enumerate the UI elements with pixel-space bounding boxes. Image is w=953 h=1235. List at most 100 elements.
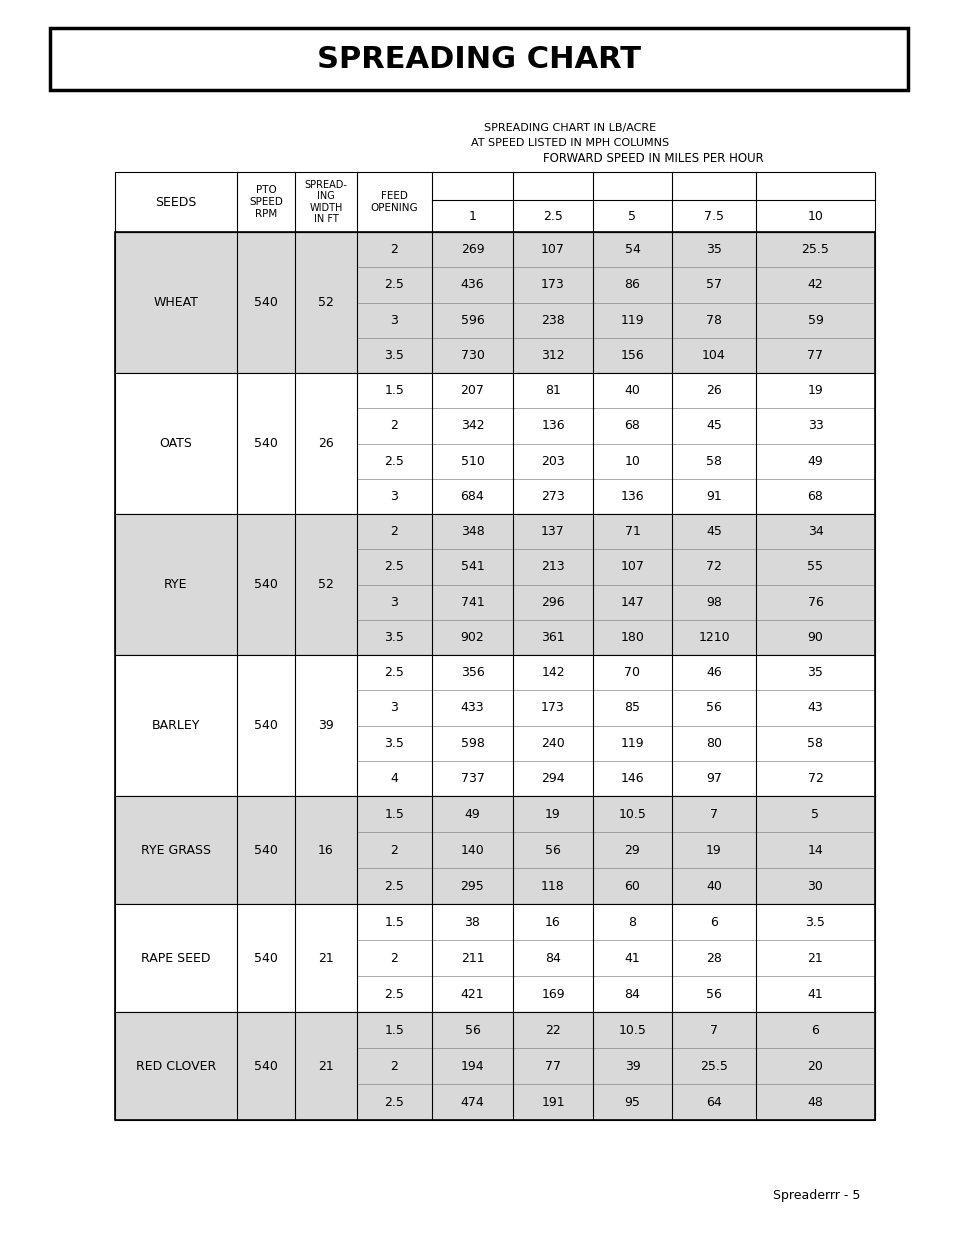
Text: PTO
SPEED
RPM: PTO SPEED RPM	[249, 185, 283, 219]
Text: 1: 1	[468, 210, 476, 222]
Text: 10: 10	[807, 210, 822, 222]
Text: 45: 45	[705, 525, 721, 538]
Text: 2.5: 2.5	[384, 666, 404, 679]
Text: 90: 90	[807, 631, 822, 643]
Text: 71: 71	[624, 525, 639, 538]
Text: 1.5: 1.5	[384, 808, 404, 820]
Text: 211: 211	[460, 951, 484, 965]
Text: 35: 35	[807, 666, 822, 679]
Text: RYE GRASS: RYE GRASS	[141, 844, 211, 857]
Text: 25.5: 25.5	[700, 1060, 727, 1072]
Text: 30: 30	[807, 879, 822, 893]
Text: 16: 16	[317, 844, 334, 857]
Text: 5: 5	[628, 210, 636, 222]
Text: 77: 77	[806, 350, 822, 362]
Text: 203: 203	[540, 454, 564, 468]
Text: 52: 52	[317, 296, 334, 309]
Text: 68: 68	[807, 490, 822, 503]
Text: 137: 137	[540, 525, 564, 538]
Text: FEED
OPENING: FEED OPENING	[371, 191, 417, 212]
Text: 107: 107	[540, 243, 564, 256]
Text: 48: 48	[807, 1095, 822, 1109]
Text: 7.5: 7.5	[703, 210, 723, 222]
Text: 213: 213	[540, 561, 564, 573]
Text: 510: 510	[460, 454, 484, 468]
Text: BARLEY: BARLEY	[152, 719, 200, 732]
Text: 8: 8	[628, 915, 636, 929]
Text: 56: 56	[464, 1024, 480, 1036]
Text: 2.5: 2.5	[384, 454, 404, 468]
Text: 2: 2	[390, 844, 398, 857]
Text: 54: 54	[624, 243, 639, 256]
Text: 136: 136	[540, 420, 564, 432]
Text: 540: 540	[253, 1060, 277, 1072]
Text: 84: 84	[544, 951, 560, 965]
Text: 118: 118	[540, 879, 564, 893]
Text: 6: 6	[811, 1024, 819, 1036]
Text: 98: 98	[705, 595, 721, 609]
Text: 173: 173	[540, 278, 564, 291]
Text: 40: 40	[705, 879, 721, 893]
Text: 20: 20	[807, 1060, 822, 1072]
Text: 180: 180	[619, 631, 644, 643]
Text: 147: 147	[620, 595, 643, 609]
Text: 273: 273	[540, 490, 564, 503]
Text: 35: 35	[705, 243, 721, 256]
Text: 1.5: 1.5	[384, 915, 404, 929]
Text: 146: 146	[620, 772, 643, 785]
Text: 540: 540	[253, 951, 277, 965]
Text: AT SPEED LISTED IN MPH COLUMNS: AT SPEED LISTED IN MPH COLUMNS	[471, 138, 668, 148]
Text: 21: 21	[317, 1060, 334, 1072]
Text: 737: 737	[460, 772, 484, 785]
Text: 2.5: 2.5	[384, 1095, 404, 1109]
Text: 97: 97	[705, 772, 721, 785]
Text: RAPE SEED: RAPE SEED	[141, 951, 211, 965]
Text: 56: 56	[705, 988, 721, 1000]
Text: 46: 46	[705, 666, 721, 679]
Text: 2.5: 2.5	[384, 879, 404, 893]
Text: 2: 2	[390, 951, 398, 965]
Text: 7: 7	[709, 808, 718, 820]
Text: 56: 56	[544, 844, 560, 857]
Text: 64: 64	[705, 1095, 721, 1109]
Bar	[115, 655, 874, 797]
Text: 58: 58	[806, 737, 822, 750]
Text: 361: 361	[540, 631, 564, 643]
Text: FORWARD SPEED IN MILES PER HOUR: FORWARD SPEED IN MILES PER HOUR	[542, 152, 763, 164]
Text: 56: 56	[705, 701, 721, 715]
Text: RYE: RYE	[164, 578, 188, 592]
Text: 60: 60	[624, 879, 639, 893]
Text: 356: 356	[460, 666, 484, 679]
Text: 95: 95	[624, 1095, 639, 1109]
Text: 10: 10	[624, 454, 639, 468]
Text: 42: 42	[807, 278, 822, 291]
Text: 14: 14	[807, 844, 822, 857]
Text: 540: 540	[253, 719, 277, 732]
Bar	[115, 904, 874, 1011]
Text: 6: 6	[709, 915, 718, 929]
Text: 85: 85	[624, 701, 639, 715]
Text: 41: 41	[624, 951, 639, 965]
Text: 119: 119	[620, 314, 643, 326]
Text: 598: 598	[460, 737, 484, 750]
Text: 3.5: 3.5	[384, 631, 404, 643]
Text: 3: 3	[390, 595, 398, 609]
Text: 3.5: 3.5	[384, 350, 404, 362]
Text: 596: 596	[460, 314, 484, 326]
Text: SPREAD-
ING
WIDTH
IN FT: SPREAD- ING WIDTH IN FT	[304, 179, 347, 225]
Text: 540: 540	[253, 296, 277, 309]
Text: 2: 2	[390, 243, 398, 256]
Text: 296: 296	[540, 595, 564, 609]
Text: 91: 91	[705, 490, 721, 503]
Text: 194: 194	[460, 1060, 484, 1072]
Text: 21: 21	[807, 951, 822, 965]
Text: 2.5: 2.5	[384, 278, 404, 291]
Text: 76: 76	[807, 595, 822, 609]
Text: 207: 207	[460, 384, 484, 398]
Text: 540: 540	[253, 437, 277, 450]
Text: 28: 28	[705, 951, 721, 965]
Text: 295: 295	[460, 879, 484, 893]
Text: SEEDS: SEEDS	[155, 195, 196, 209]
Text: 540: 540	[253, 844, 277, 857]
Text: 540: 540	[253, 578, 277, 592]
